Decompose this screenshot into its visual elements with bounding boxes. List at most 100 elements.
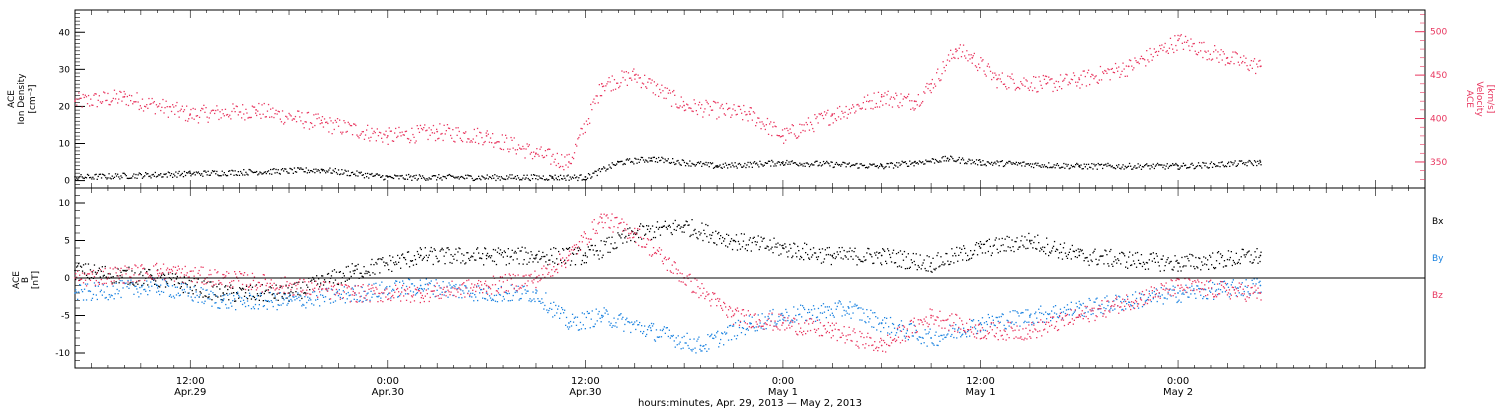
point-Bx bbox=[644, 234, 646, 236]
point-Bx bbox=[720, 235, 722, 237]
point-density bbox=[411, 179, 413, 181]
point-density bbox=[491, 177, 493, 180]
point-Bx bbox=[999, 250, 1001, 253]
point-Bx bbox=[249, 284, 252, 286]
point-Bx bbox=[577, 250, 580, 252]
point-Bx bbox=[416, 250, 419, 253]
point-velocity bbox=[991, 78, 993, 81]
point-velocity bbox=[476, 127, 479, 130]
point-By bbox=[754, 330, 756, 332]
point-Bx bbox=[808, 258, 811, 260]
point-density bbox=[154, 171, 156, 174]
point-velocity bbox=[883, 95, 885, 97]
point-By bbox=[667, 335, 669, 338]
point-Bx bbox=[675, 229, 677, 231]
point-Bx bbox=[1062, 247, 1065, 249]
point-Bx bbox=[365, 270, 367, 272]
point-Bz bbox=[236, 276, 238, 278]
point-By bbox=[717, 330, 719, 332]
point-density bbox=[1179, 167, 1181, 169]
point-density bbox=[833, 166, 835, 168]
point-Bx bbox=[372, 272, 374, 274]
point-velocity bbox=[1220, 49, 1222, 51]
point-By bbox=[134, 285, 136, 288]
point-Bx bbox=[194, 284, 196, 287]
point-velocity bbox=[210, 110, 213, 112]
point-density bbox=[424, 178, 426, 180]
point-Bx bbox=[736, 249, 739, 251]
point-Bx bbox=[421, 259, 423, 261]
point-By bbox=[849, 301, 851, 303]
point-Bx bbox=[566, 248, 569, 250]
point-Bx bbox=[427, 256, 429, 259]
point-Bz bbox=[103, 282, 105, 285]
point-By bbox=[1101, 303, 1103, 305]
point-Bz bbox=[170, 268, 173, 271]
point-density bbox=[887, 163, 889, 165]
point-Bx bbox=[909, 266, 911, 268]
point-By bbox=[1010, 322, 1012, 324]
point-By bbox=[112, 285, 114, 287]
point-By bbox=[480, 289, 482, 291]
point-density bbox=[161, 176, 163, 178]
point-By bbox=[644, 325, 646, 327]
point-velocity bbox=[387, 143, 389, 145]
point-Bx bbox=[466, 252, 468, 254]
point-Bx bbox=[803, 259, 805, 261]
point-velocity bbox=[880, 100, 882, 102]
data-point-velocity bbox=[386, 135, 389, 137]
point-Bx bbox=[629, 227, 631, 229]
point-density bbox=[521, 179, 523, 181]
point-velocity bbox=[839, 105, 841, 108]
point-velocity bbox=[1107, 68, 1109, 70]
point-Bx bbox=[83, 272, 86, 274]
point-By bbox=[1021, 311, 1023, 314]
point-Bx bbox=[730, 238, 733, 240]
point-velocity bbox=[943, 66, 945, 69]
point-By bbox=[851, 306, 853, 308]
point-Bx bbox=[451, 262, 453, 264]
point-By bbox=[724, 331, 726, 333]
point-velocity bbox=[174, 113, 176, 115]
point-velocity bbox=[119, 90, 121, 93]
point-Bx bbox=[1238, 259, 1240, 261]
point-velocity bbox=[188, 118, 190, 120]
point-Bx bbox=[292, 292, 294, 294]
point-Bx bbox=[790, 247, 792, 249]
point-By bbox=[169, 294, 172, 296]
point-Bx bbox=[290, 291, 292, 293]
point-velocity bbox=[315, 113, 317, 115]
point-By bbox=[541, 298, 543, 300]
point-density bbox=[834, 163, 836, 165]
point-density bbox=[528, 179, 530, 181]
point-Bx bbox=[1085, 257, 1087, 259]
point-density bbox=[119, 178, 121, 180]
point-Bx bbox=[640, 223, 642, 225]
point-By bbox=[1040, 305, 1042, 307]
point-By bbox=[451, 286, 453, 288]
point-By bbox=[225, 303, 227, 306]
point-velocity bbox=[263, 102, 265, 105]
point-velocity bbox=[473, 128, 475, 131]
point-velocity bbox=[989, 70, 992, 72]
point-By bbox=[637, 324, 639, 326]
point-Bx bbox=[409, 260, 412, 262]
point-By bbox=[479, 292, 481, 294]
point-Bx bbox=[1053, 240, 1056, 243]
point-velocity bbox=[342, 131, 344, 133]
point-Bx bbox=[1014, 240, 1016, 243]
point-velocity bbox=[462, 132, 465, 134]
point-velocity bbox=[1000, 81, 1002, 83]
point-density bbox=[443, 176, 445, 178]
point-By bbox=[1145, 299, 1148, 302]
point-velocity bbox=[605, 85, 607, 87]
series-Bx bbox=[74, 219, 1262, 302]
point-By bbox=[239, 296, 241, 298]
point-Bx bbox=[130, 281, 132, 283]
point-density bbox=[182, 176, 185, 178]
point-density bbox=[372, 175, 374, 177]
point-velocity bbox=[633, 68, 635, 70]
point-velocity bbox=[983, 70, 985, 72]
point-velocity bbox=[1253, 58, 1256, 60]
point-density bbox=[1176, 164, 1178, 166]
